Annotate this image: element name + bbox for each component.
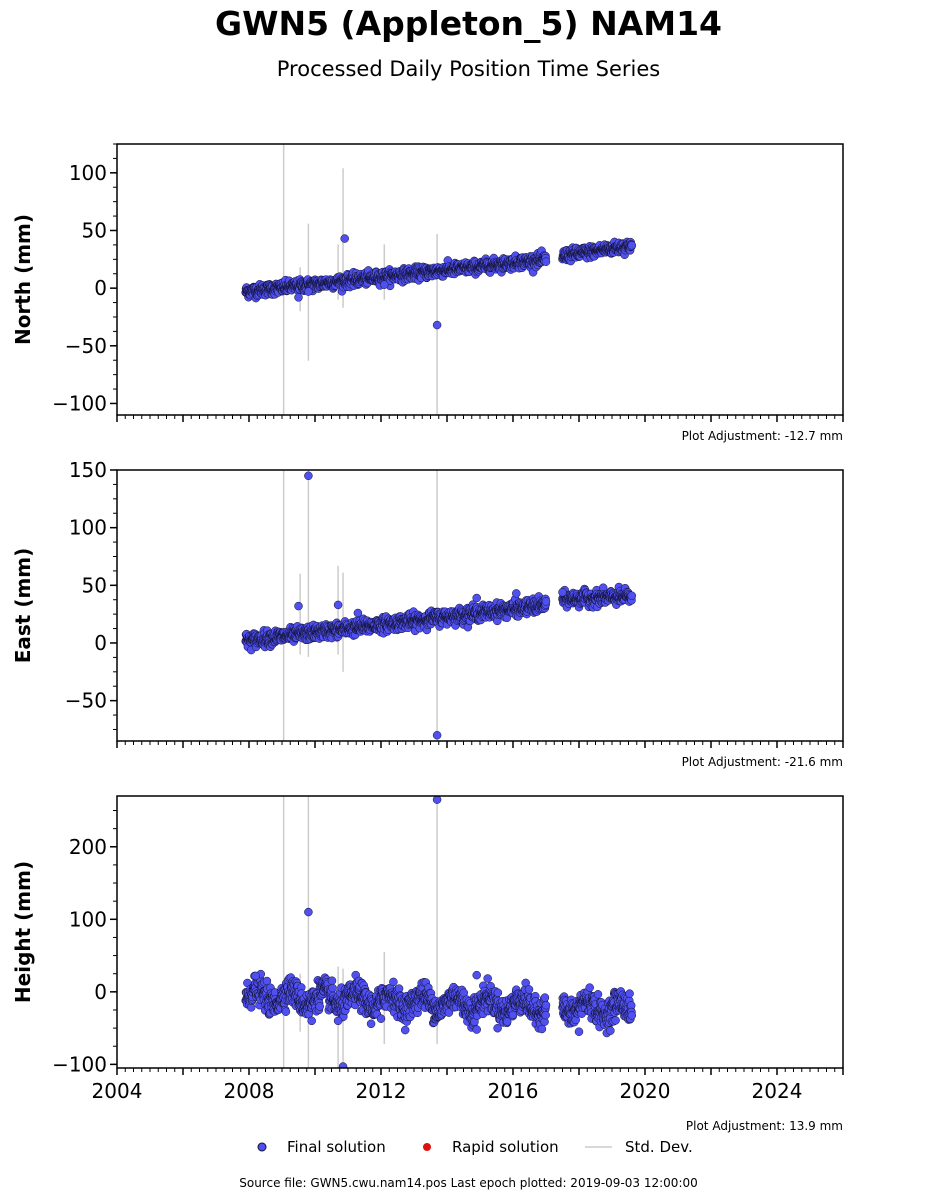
x-tick-label: 2016	[488, 1079, 539, 1103]
data-point	[541, 1000, 551, 1010]
y-axis-label: Height (mm)	[11, 861, 35, 1003]
outlier-point	[380, 280, 389, 289]
data-point	[508, 1010, 518, 1020]
x-tick-label: 2008	[224, 1079, 275, 1103]
outlier-point	[251, 971, 260, 981]
data-point	[627, 1011, 637, 1020]
data-point	[611, 1016, 620, 1025]
outlier-point	[340, 234, 349, 243]
outlier-point	[432, 320, 442, 330]
data-point	[593, 990, 603, 999]
outlier-point	[333, 600, 343, 610]
outlier-point	[294, 293, 303, 302]
data-point	[389, 977, 398, 987]
y-tick-label: 0	[94, 276, 107, 300]
x-tick-label: 2012	[356, 1079, 407, 1103]
plot-adjustment-label: Plot Adjustment: -12.7 mm	[682, 429, 843, 443]
outlier-point	[432, 730, 442, 740]
outlier-point	[304, 287, 313, 296]
data-point	[625, 989, 634, 998]
x-tick-label: 2024	[752, 1079, 803, 1103]
data-point	[537, 1024, 547, 1034]
y-tick-label: 50	[82, 573, 107, 597]
y-tick-label: 100	[69, 161, 107, 185]
data-point	[627, 241, 637, 250]
outlier-point	[333, 1016, 343, 1026]
x-tick-label: 2020	[620, 1079, 671, 1103]
outlier-point	[294, 601, 303, 611]
y-axis-label: North (mm)	[11, 214, 35, 345]
data-point	[541, 257, 551, 266]
data-point	[400, 1025, 410, 1035]
panel-north: 100 50 0 −50 −100 North (mm) Plot Adjustment: …	[11, 143, 844, 443]
x-tick-label: 2004	[92, 1079, 143, 1103]
legend-rapid-label: Rapid solution	[452, 1138, 559, 1156]
data-point	[627, 591, 637, 600]
y-tick-label: 150	[69, 458, 107, 482]
y-tick-label: 50	[82, 218, 107, 242]
data-point	[493, 988, 503, 997]
panel-east: 150 100 50 0 −50 East (mm) Plot Adjustment: -2…	[11, 458, 844, 769]
y-tick-label: −100	[52, 1052, 107, 1076]
outlier-point	[574, 1027, 584, 1036]
data-point	[541, 597, 551, 606]
data-point	[585, 983, 594, 992]
legend: Final solution Rapid solution Std. Dev.	[257, 1138, 693, 1156]
legend-final-label: Final solution	[287, 1138, 386, 1156]
y-tick-label: −100	[52, 391, 107, 415]
data-point	[327, 976, 337, 985]
data-point	[315, 1002, 324, 1011]
panel-height: 200 100 0 −100 2004 2008 2012 2016 2020 2024 Heigh…	[11, 795, 844, 1133]
outlier-point	[338, 1062, 348, 1068]
legend-final-marker	[257, 1142, 267, 1152]
plot-area	[241, 796, 637, 1068]
data-point	[366, 1019, 376, 1029]
data-point	[541, 1010, 550, 1020]
outlier-point	[472, 970, 481, 980]
y-tick-label: 0	[94, 980, 107, 1004]
plot-area	[241, 470, 637, 741]
data-point	[540, 993, 550, 1002]
axes-frame	[116, 143, 844, 416]
outlier-point	[304, 907, 313, 917]
plot-adjustment-label: Plot Adjustment: 13.9 mm	[686, 1119, 843, 1133]
y-axis-label: East (mm)	[11, 548, 35, 664]
chart-subtitle: Processed Daily Position Time Series	[276, 57, 661, 81]
outlier-point	[307, 1016, 316, 1026]
data-point	[524, 985, 534, 994]
outlier-point	[472, 593, 481, 603]
outlier-point	[304, 471, 313, 481]
outlier-point	[472, 1025, 481, 1034]
y-tick-label: −50	[65, 689, 107, 713]
plot-adjustment-label: Plot Adjustment: -21.6 mm	[682, 755, 843, 769]
outlier-point	[353, 608, 363, 618]
y-tick-label: 100	[69, 907, 107, 931]
legend-rapid-marker	[423, 1143, 431, 1151]
data-point	[328, 983, 337, 993]
plot-area	[241, 144, 637, 415]
outlier-point	[376, 1014, 386, 1023]
outlier-point	[558, 587, 567, 597]
data-point	[493, 1023, 502, 1033]
data-point	[444, 1008, 454, 1017]
y-tick-label: 0	[94, 631, 107, 655]
data-point	[606, 1026, 615, 1035]
outlier-point	[432, 796, 442, 804]
data-point	[483, 974, 492, 983]
outlier-point	[512, 589, 521, 598]
legend-stddev-label: Std. Dev.	[625, 1138, 693, 1156]
y-tick-label: 200	[69, 835, 107, 859]
source-footer: Source file: GWN5.cwu.nam14.pos Last epo…	[239, 1176, 698, 1190]
y-tick-label: −50	[65, 334, 107, 358]
data-point	[281, 1007, 291, 1016]
chart-title: GWN5 (Appleton_5) NAM14	[214, 4, 722, 43]
y-tick-label: 100	[69, 516, 107, 540]
